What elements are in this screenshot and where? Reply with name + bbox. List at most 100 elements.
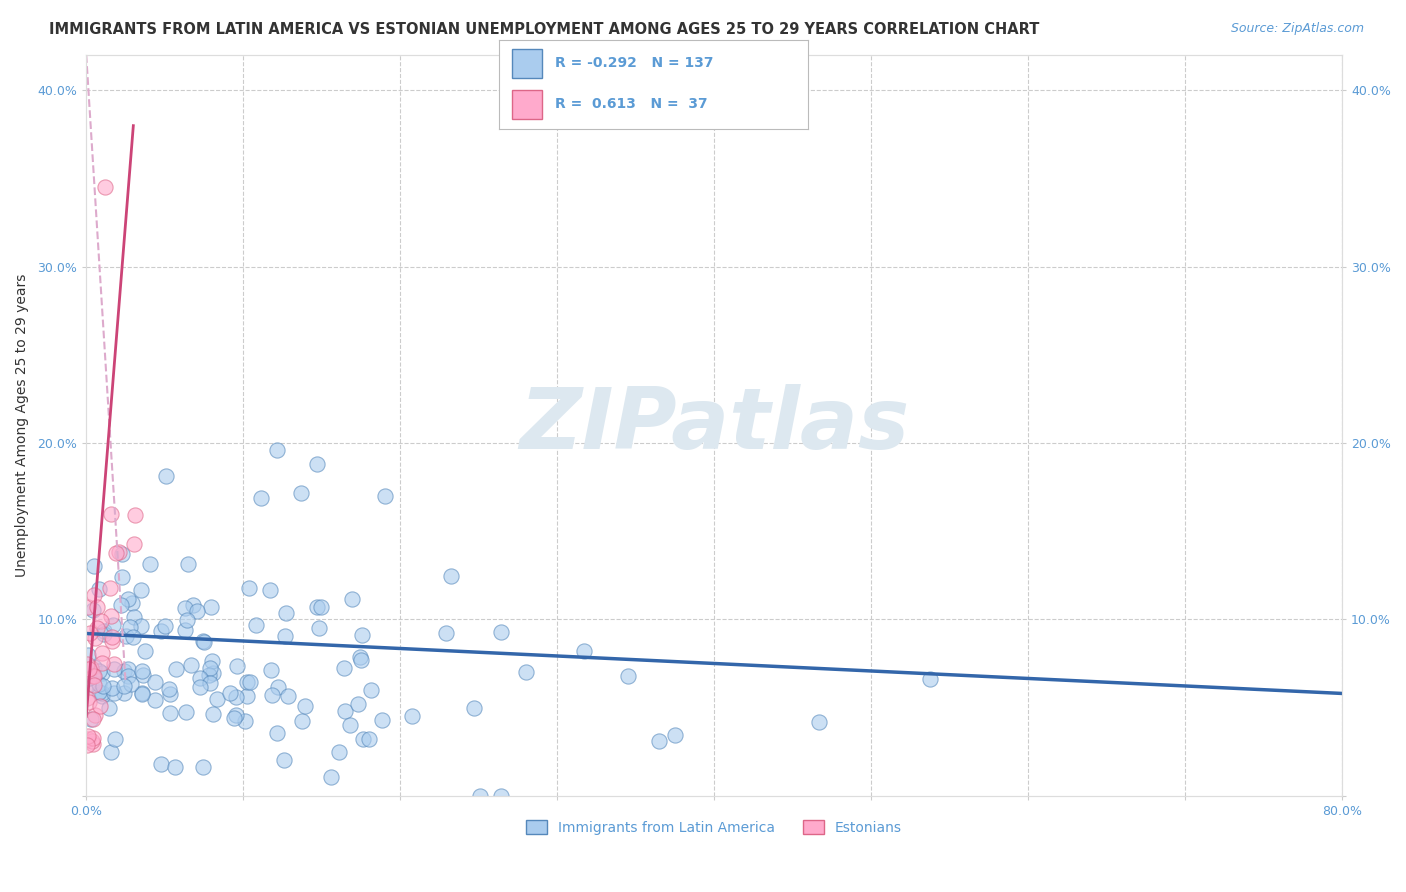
Point <box>122 537 145 551</box>
Point <box>335 704 357 718</box>
Point <box>165 662 187 676</box>
Text: ZIPatlas: ZIPatlas <box>519 384 910 467</box>
Point <box>177 558 200 572</box>
Text: Source: ZipAtlas.com: Source: ZipAtlas.com <box>1230 22 1364 36</box>
Point <box>80 733 103 747</box>
Point <box>149 757 172 772</box>
Point <box>664 728 686 742</box>
Point <box>617 669 640 683</box>
Text: IMMIGRANTS FROM LATIN AMERICA VS ESTONIAN UNEMPLOYMENT AMONG AGES 25 TO 29 YEARS: IMMIGRANTS FROM LATIN AMERICA VS ESTONIA… <box>49 22 1039 37</box>
Point <box>138 557 160 571</box>
Point <box>245 617 267 632</box>
Point <box>346 697 368 711</box>
Point <box>86 600 108 615</box>
Point <box>90 614 112 628</box>
Point <box>131 686 153 700</box>
Point <box>371 713 394 727</box>
Point <box>93 624 115 639</box>
Point <box>134 644 156 658</box>
Point <box>463 701 485 715</box>
Point <box>82 603 104 617</box>
Point <box>434 626 457 640</box>
Point <box>143 675 166 690</box>
Point <box>176 613 198 627</box>
Point <box>129 583 152 598</box>
Point <box>401 709 423 723</box>
Point <box>308 621 330 635</box>
Point <box>100 745 122 759</box>
Point <box>83 669 105 683</box>
Text: R = -0.292   N = 137: R = -0.292 N = 137 <box>555 56 713 70</box>
Point <box>94 180 117 194</box>
Point <box>82 669 104 683</box>
Point <box>349 650 371 665</box>
Point <box>91 689 114 703</box>
Point <box>266 726 288 740</box>
Point <box>239 675 262 690</box>
Point <box>87 685 110 699</box>
Text: R =  0.613   N =  37: R = 0.613 N = 37 <box>555 97 707 112</box>
Point <box>131 687 153 701</box>
Point <box>93 627 115 641</box>
Point <box>294 698 316 713</box>
Point <box>105 546 128 560</box>
Point <box>180 657 202 672</box>
Point <box>157 682 180 697</box>
Point <box>76 648 98 662</box>
Point <box>267 681 290 695</box>
Point <box>205 692 228 706</box>
Point <box>321 770 343 784</box>
Point <box>181 599 204 613</box>
Point <box>117 669 139 683</box>
Point <box>339 718 361 732</box>
Point <box>104 731 127 746</box>
Point <box>76 678 98 692</box>
Point <box>77 732 100 747</box>
Point <box>76 739 98 753</box>
Point <box>305 457 328 471</box>
Point <box>82 712 104 726</box>
Point <box>311 599 333 614</box>
Point <box>201 654 224 668</box>
Point <box>111 548 134 562</box>
Point <box>188 680 211 694</box>
Point <box>198 668 221 682</box>
Point <box>200 661 222 675</box>
Point <box>276 606 298 620</box>
Point <box>110 598 132 612</box>
Point <box>108 545 131 559</box>
Point <box>328 745 350 759</box>
Point <box>225 708 247 723</box>
Point <box>333 661 356 675</box>
Point <box>468 789 491 803</box>
Point <box>79 695 101 709</box>
Point <box>83 660 105 674</box>
Point <box>77 671 100 685</box>
Point <box>515 665 537 680</box>
Point <box>114 629 136 643</box>
Point <box>277 689 299 703</box>
Point <box>89 677 111 691</box>
Point <box>173 623 195 637</box>
Point <box>97 701 120 715</box>
Point <box>83 588 105 602</box>
Point <box>101 617 124 632</box>
Point <box>340 591 363 606</box>
Point <box>101 681 124 696</box>
Point <box>159 706 181 720</box>
Point <box>165 760 187 774</box>
Point <box>440 569 463 583</box>
Point <box>648 734 671 748</box>
Point <box>225 690 247 704</box>
Point <box>80 712 103 726</box>
Point <box>100 634 122 648</box>
FancyBboxPatch shape <box>512 90 543 119</box>
Point <box>188 671 211 685</box>
Point <box>224 711 246 725</box>
Point <box>77 599 100 614</box>
Point <box>86 621 108 635</box>
Point <box>90 665 112 680</box>
Point <box>132 668 155 682</box>
Point <box>273 753 295 767</box>
Point <box>129 619 152 633</box>
